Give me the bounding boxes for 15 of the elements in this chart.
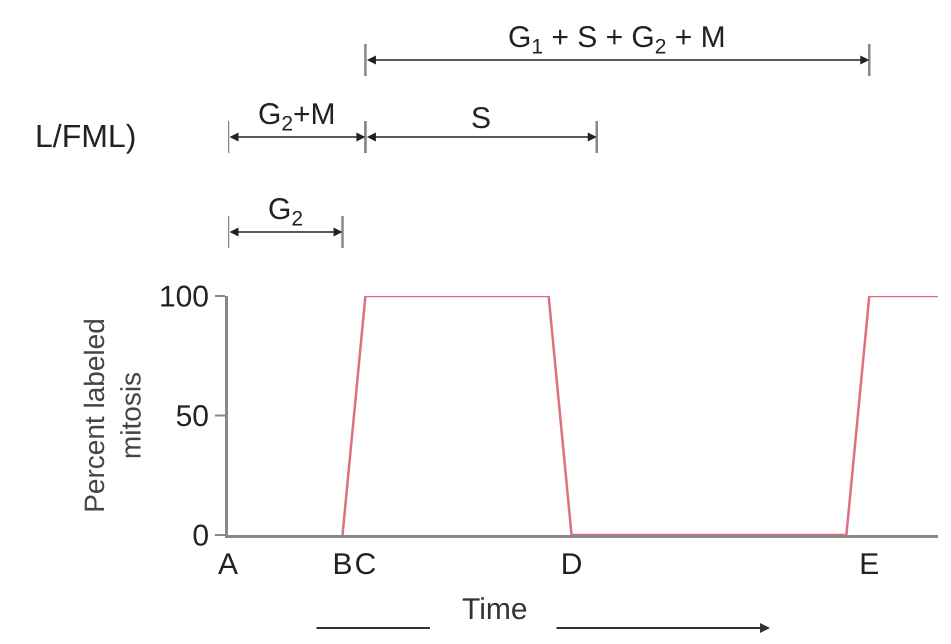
- x-tick-label: B: [332, 548, 353, 581]
- x-tick-label: D: [560, 548, 582, 581]
- x-axis-title: Time: [462, 593, 528, 626]
- text: S: [471, 102, 492, 135]
- x-tick-label: C: [354, 548, 376, 581]
- text: G$_{1}$ + S + G$_{2}$ + M: [508, 21, 726, 58]
- text: G$_{2}$: [268, 193, 304, 230]
- y-tick-label: 100: [158, 280, 209, 314]
- x-tick-label: A: [218, 548, 238, 581]
- text: G$_{2}$+M: [258, 98, 336, 136]
- x-tick-label: E: [859, 548, 880, 581]
- y-axis-title: Percent labeled mitosis: [79, 318, 147, 513]
- y-tick-label: 0: [192, 520, 209, 552]
- text: L/FML): [35, 118, 136, 154]
- y-tick-label: 50: [176, 400, 209, 433]
